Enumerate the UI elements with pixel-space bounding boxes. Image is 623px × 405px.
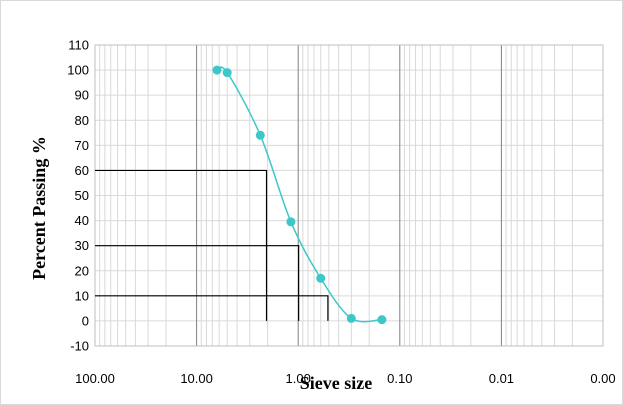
- reference-line-d60: [95, 169, 268, 321]
- x-tick-label: 0.01: [489, 371, 514, 386]
- data-point: [316, 273, 326, 283]
- y-tick-label: -10: [70, 339, 89, 354]
- y-axis-ticks: -10 0 10 20 30 40 50 60 70 80 90 100 110: [67, 38, 89, 354]
- major-gridlines: [94, 44, 604, 347]
- y-tick-label: 30: [75, 238, 89, 253]
- reference-line-d10: [95, 295, 329, 321]
- y-tick-label: 110: [68, 38, 89, 53]
- y-tick-label: 50: [75, 188, 89, 203]
- x-tick-label: 0.00: [590, 371, 615, 386]
- data-point: [346, 313, 356, 323]
- y-axis-title: Percent Passing %: [29, 136, 49, 280]
- data-point: [222, 68, 232, 78]
- y-tick-label: 0: [82, 313, 89, 328]
- data-point: [212, 65, 222, 75]
- y-tick-label: 70: [75, 138, 89, 153]
- data-point: [286, 217, 296, 227]
- plot-area-border: [94, 44, 604, 347]
- y-tick-label: 80: [75, 113, 89, 128]
- x-tick-label: 10.00: [180, 371, 213, 386]
- y-tick-label: 60: [75, 163, 89, 178]
- x-tick-label: 0.10: [387, 371, 412, 386]
- x-tick-label: 100.00: [75, 371, 115, 386]
- data-point: [377, 315, 387, 325]
- x-axis-title: Sieve size: [300, 373, 372, 393]
- y-tick-label: 100: [67, 63, 89, 78]
- x-axis-ticks: 100.00 10.00 1.00 0.10 0.01 0.00: [75, 371, 616, 386]
- data-point: [255, 130, 265, 140]
- y-tick-label: 20: [75, 263, 89, 278]
- y-tick-label: 10: [75, 288, 89, 303]
- reference-lines: [95, 169, 329, 321]
- data-points: [212, 65, 387, 325]
- y-tick-label: 40: [75, 213, 89, 228]
- x-tick-label: 1.00: [286, 371, 311, 386]
- y-tick-label: 90: [75, 88, 89, 103]
